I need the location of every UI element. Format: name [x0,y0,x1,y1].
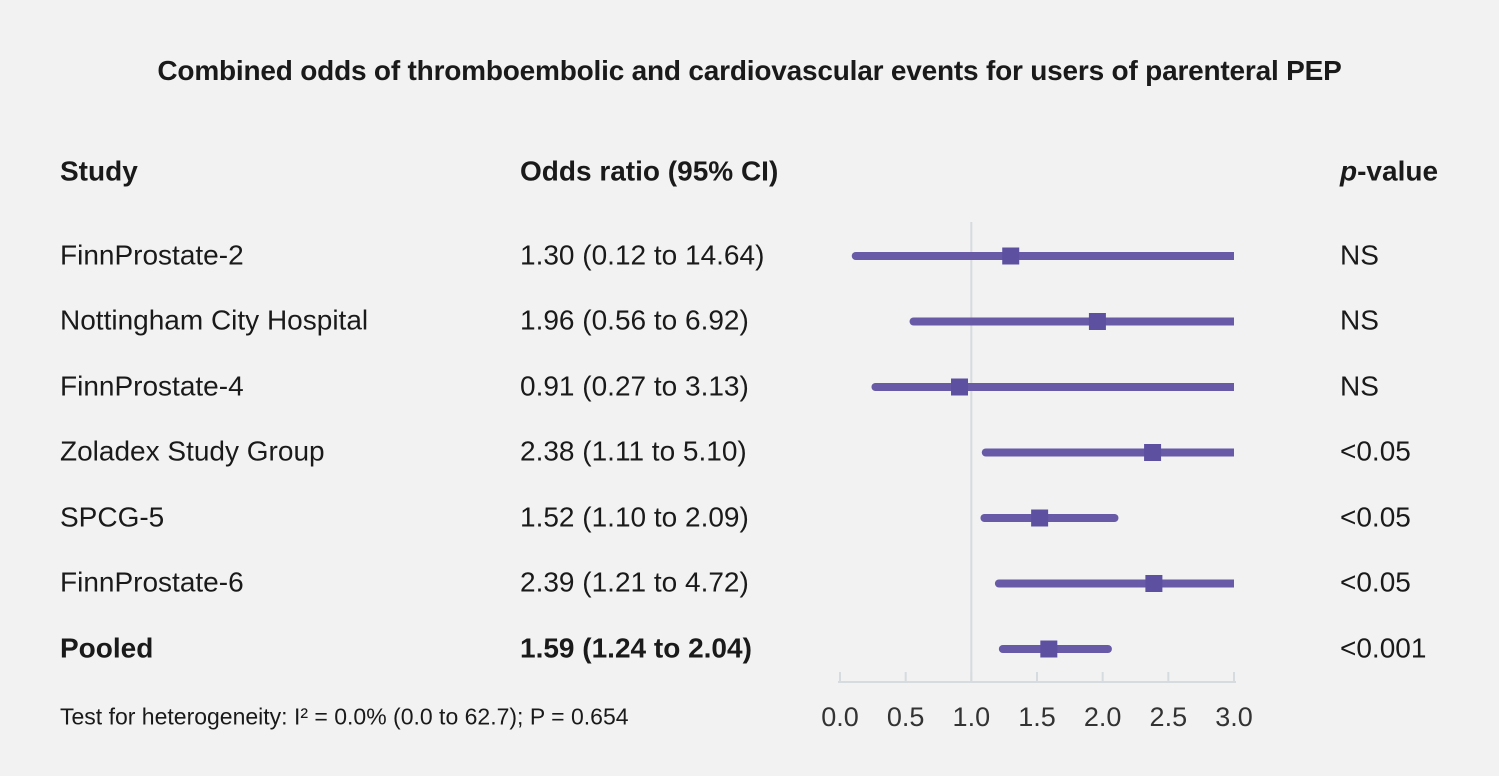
p-value-text: NS [1340,239,1379,271]
heterogeneity-note: Test for heterogeneity: I² = 0.0% (0.0 t… [60,703,629,730]
axis-tick-label: 1.0 [953,702,991,732]
ci-endcap [871,383,880,391]
point-estimate-marker [1040,640,1058,658]
axis-tick-label: 2.5 [1150,702,1188,732]
p-value-text: <0.05 [1340,435,1411,467]
study-name: FinnProstate-6 [60,566,244,598]
point-estimate-marker [1002,247,1020,265]
column-header-study: Study [60,155,138,187]
column-header-odds-ratio: Odds ratio (95% CI) [520,155,779,187]
odds-ratio-ci-text: 0.91 (0.27 to 3.13) [520,370,749,402]
axis-tick-label: 3.0 [1215,702,1253,732]
ci-endcap [980,514,989,522]
axis-tick-label: 2.0 [1084,702,1122,732]
ci-endcap [909,317,918,326]
ci-endcap [981,448,990,457]
figure-title: Combined odds of thromboembolic and card… [157,55,1342,86]
point-estimate-marker [951,378,969,396]
study-name: Nottingham City Hospital [60,304,369,336]
odds-ratio-ci-text: 1.52 (1.10 to 2.09) [520,501,749,533]
p-value-header-italic-p: p [1340,155,1358,187]
ci-endcap [994,579,1003,588]
p-value-text: <0.05 [1340,566,1411,598]
odds-ratio-ci-text: 1.30 (0.12 to 14.64) [520,239,765,271]
point-estimate-marker [1088,313,1106,330]
point-estimate-marker [1031,509,1049,527]
p-value-text-pooled: <0.001 [1340,632,1427,664]
point-estimate-marker [1145,575,1163,592]
axis-tick-label: 0.0 [821,702,859,732]
ci-endcap [851,252,860,260]
study-name-pooled: Pooled [60,632,154,664]
odds-ratio-ci-text-pooled: 1.59 (1.24 to 2.04) [520,632,752,664]
ci-endcap [998,645,1007,653]
study-name: FinnProstate-2 [60,239,244,271]
study-name: Zoladex Study Group [60,435,325,467]
odds-ratio-ci-text: 2.39 (1.21 to 4.72) [520,566,749,598]
odds-ratio-ci-text: 1.96 (0.56 to 6.92) [520,304,749,336]
study-name: FinnProstate-4 [60,370,244,402]
study-name: SPCG-5 [60,501,165,533]
p-value-header-rest: -value [1357,155,1439,187]
point-estimate-marker [1144,444,1162,461]
p-value-text: NS [1340,304,1379,336]
axis-tick-label: 1.5 [1018,702,1056,732]
odds-ratio-ci-text: 2.38 (1.11 to 5.10) [520,435,747,467]
p-value-text: <0.05 [1340,501,1411,533]
column-header-p-value: p-value [1340,155,1439,188]
axis-tick-label: 0.5 [887,702,925,732]
p-value-text: NS [1340,370,1379,402]
ci-endcap [1103,645,1112,653]
ci-endcap [1110,514,1119,522]
